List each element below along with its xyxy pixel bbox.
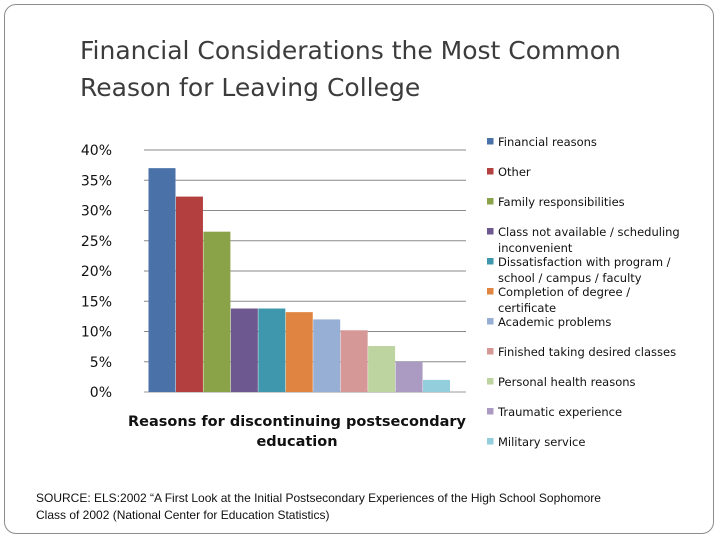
legend-swatch-5 [487, 258, 494, 265]
slide-title: Financial Considerations the Most Common… [80, 32, 680, 106]
y-tick-label: 20% [81, 264, 112, 280]
legend-label: certificate [498, 301, 556, 315]
x-axis-label-line: education [256, 434, 337, 450]
y-tick-label: 25% [81, 234, 112, 250]
legend-label: Financial reasons [498, 135, 597, 149]
bar-3 [203, 231, 231, 392]
legend-label: inconvenient [498, 241, 573, 255]
x-axis-label-line: Reasons for discontinuing postsecondary [128, 414, 467, 430]
legend-label: Family responsibilities [498, 195, 625, 209]
legend-label: Military service [498, 435, 585, 449]
y-tick-label: 0% [90, 385, 112, 401]
legend-swatch-9 [487, 378, 494, 385]
legend-label: Other [498, 165, 531, 179]
legend-label: school / campus / faculty [498, 271, 642, 285]
legend-label: Completion of degree / [498, 285, 630, 299]
legend-label: Class not available / scheduling [498, 225, 680, 239]
legend-swatch-2 [487, 168, 494, 175]
slide-title-line-2: Reason for Leaving College [80, 73, 421, 102]
bar-7 [313, 319, 341, 392]
bar-4 [230, 308, 258, 392]
bar-2 [175, 196, 203, 392]
legend-swatch-8 [487, 348, 494, 355]
bar-9 [368, 346, 396, 392]
source-line-2: Class of 2002 (National Center for Educa… [36, 508, 330, 522]
y-tick-label: 5% [90, 355, 112, 371]
legend-label: Finished taking desired classes [498, 345, 676, 359]
source-line-1: SOURCE: ELS:2002 “A First Look at the In… [36, 491, 601, 505]
legend-swatch-1 [487, 138, 494, 145]
bar-6 [285, 312, 313, 392]
source-note: SOURCE: ELS:2002 “A First Look at the In… [36, 490, 676, 524]
bar-11 [423, 379, 450, 392]
bar-10 [395, 361, 423, 392]
y-tick-label: 40% [81, 143, 112, 159]
legend-swatch-11 [487, 438, 494, 445]
slide-frame [4, 4, 714, 534]
legend-swatch-7 [487, 318, 494, 325]
legend-swatch-6 [487, 288, 494, 295]
legend-label: Dissatisfaction with program / [498, 255, 671, 269]
y-tick-label: 30% [81, 204, 112, 220]
y-tick-label: 15% [81, 294, 112, 310]
bar-1 [148, 168, 176, 392]
legend-label: Personal health reasons [498, 375, 636, 389]
bar-8 [340, 330, 368, 392]
y-tick-label: 10% [81, 325, 112, 341]
bar-5 [258, 308, 286, 392]
legend-swatch-4 [487, 228, 494, 235]
y-tick-label: 35% [81, 173, 112, 189]
legend-swatch-10 [487, 408, 494, 415]
legend-label: Traumatic experience [497, 405, 622, 419]
legend-label: Academic problems [498, 315, 611, 329]
slide-title-line-1: Financial Considerations the Most Common [80, 36, 621, 65]
legend-swatch-3 [487, 198, 494, 205]
